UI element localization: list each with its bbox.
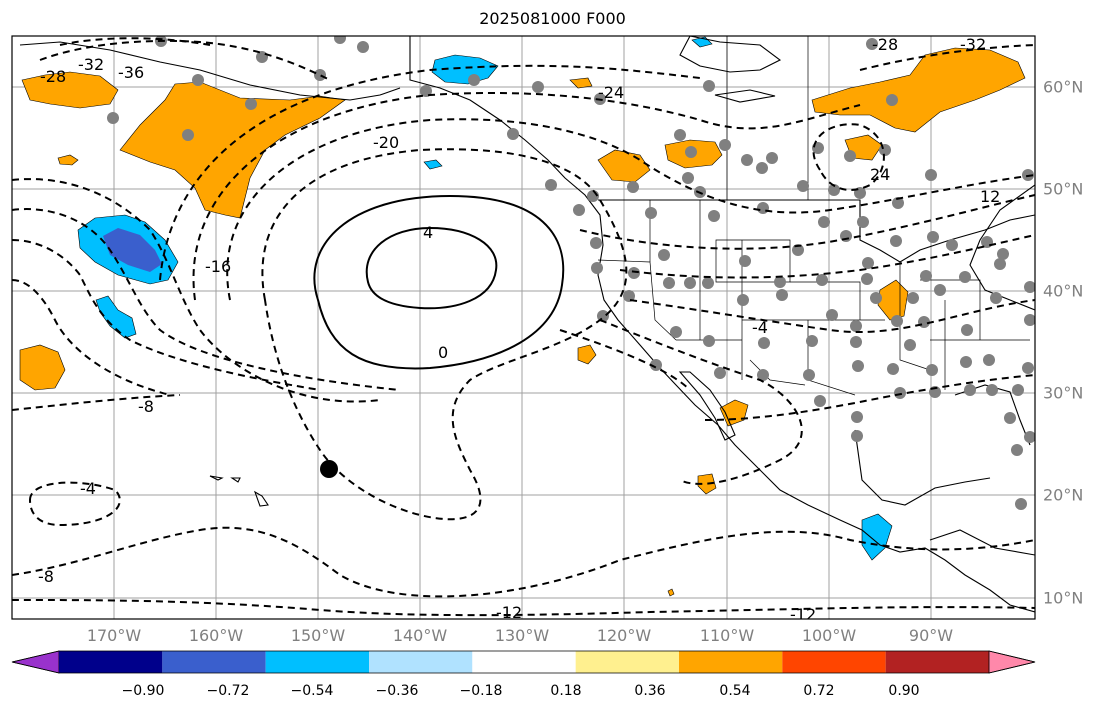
lon-label: 100°W: [801, 626, 857, 645]
colorbar-tick-label: −0.72: [206, 683, 250, 699]
colorbar-tick-label: −0.18: [459, 683, 503, 699]
lat-label: 50°N: [1043, 179, 1084, 199]
lat-label: 30°N: [1043, 383, 1084, 403]
colorbar-extend-low: [11, 650, 60, 674]
contour-label: -16: [205, 257, 231, 276]
colorbar-segment: [265, 651, 369, 673]
contour-label: -4: [752, 318, 768, 337]
contour-label: -28: [40, 67, 66, 86]
contour-label: 0: [438, 343, 448, 362]
lat-label: 40°N: [1043, 281, 1084, 301]
colorbar-tick-label: −0.36: [375, 683, 419, 699]
contour-label: -32: [78, 55, 104, 74]
marker-dot: [320, 460, 338, 478]
lon-label: 160°W: [188, 626, 244, 645]
colorbar-segment: [162, 651, 266, 673]
graticule: [12, 36, 1035, 619]
lon-label: 130°W: [494, 626, 550, 645]
lon-label: 140°W: [392, 626, 448, 645]
lat-label: 20°N: [1043, 485, 1084, 505]
colorbar-tick-label: 0.36: [634, 683, 666, 699]
colorbar-outline: [11, 650, 1036, 674]
colorbar-segment: [472, 651, 576, 673]
colorbar-tick-label: 0.54: [719, 683, 751, 699]
colorbar-tick-label: 0.72: [803, 683, 835, 699]
colorbar-segment: [59, 651, 163, 673]
contour-label: 24: [870, 165, 890, 184]
contour-label: -12: [790, 605, 816, 624]
colorbar-segment: [679, 651, 783, 673]
map-frame: [11, 35, 1036, 620]
contour-label: -36: [118, 63, 144, 82]
height-contours: [313, 194, 565, 370]
contour-label: -12: [496, 603, 522, 622]
colorbar-tick-label: −0.54: [290, 683, 334, 699]
contour-labels: -28 -32 -36 -24 -20 -16 -8 -4 -8 -12 -12…: [38, 35, 1000, 624]
contour-label: -28: [872, 35, 898, 54]
colorbar-extend-high: [988, 650, 1036, 674]
blue-anomaly-regions: [77, 36, 893, 561]
contour-label: -32: [960, 35, 986, 54]
contour-label: -8: [38, 567, 54, 586]
lon-label: 110°W: [699, 626, 755, 645]
colorbar-tick-label: 0.90: [888, 683, 920, 699]
lat-label: 60°N: [1043, 77, 1084, 97]
map-title: 2025081000 F000: [479, 9, 626, 28]
lon-label: 120°W: [596, 626, 652, 645]
colorbar-segment: [575, 651, 679, 673]
colorbar-tick-label: −0.90: [121, 683, 165, 699]
lon-label: 90°W: [908, 626, 954, 645]
political-borders: [409, 36, 1030, 396]
contour-label: -8: [138, 397, 154, 416]
contour-label: -24: [598, 83, 624, 102]
contour-label: -4: [80, 479, 96, 498]
contour-label: -20: [373, 133, 399, 152]
colorbar: [11, 650, 1036, 674]
contour-label: 12: [980, 187, 1000, 206]
colorbar-segment: [369, 651, 473, 673]
lon-label: 170°W: [86, 626, 142, 645]
colorbar-segment: [782, 651, 886, 673]
colorbar-tick-label: 0.18: [550, 683, 582, 699]
colorbar-segment: [885, 651, 989, 673]
lon-label: 150°W: [290, 626, 346, 645]
lat-label: 10°N: [1043, 588, 1084, 608]
contour-label: 4: [423, 223, 433, 242]
station-dots: [107, 36, 1035, 510]
dashed-contours: [12, 37, 1035, 617]
